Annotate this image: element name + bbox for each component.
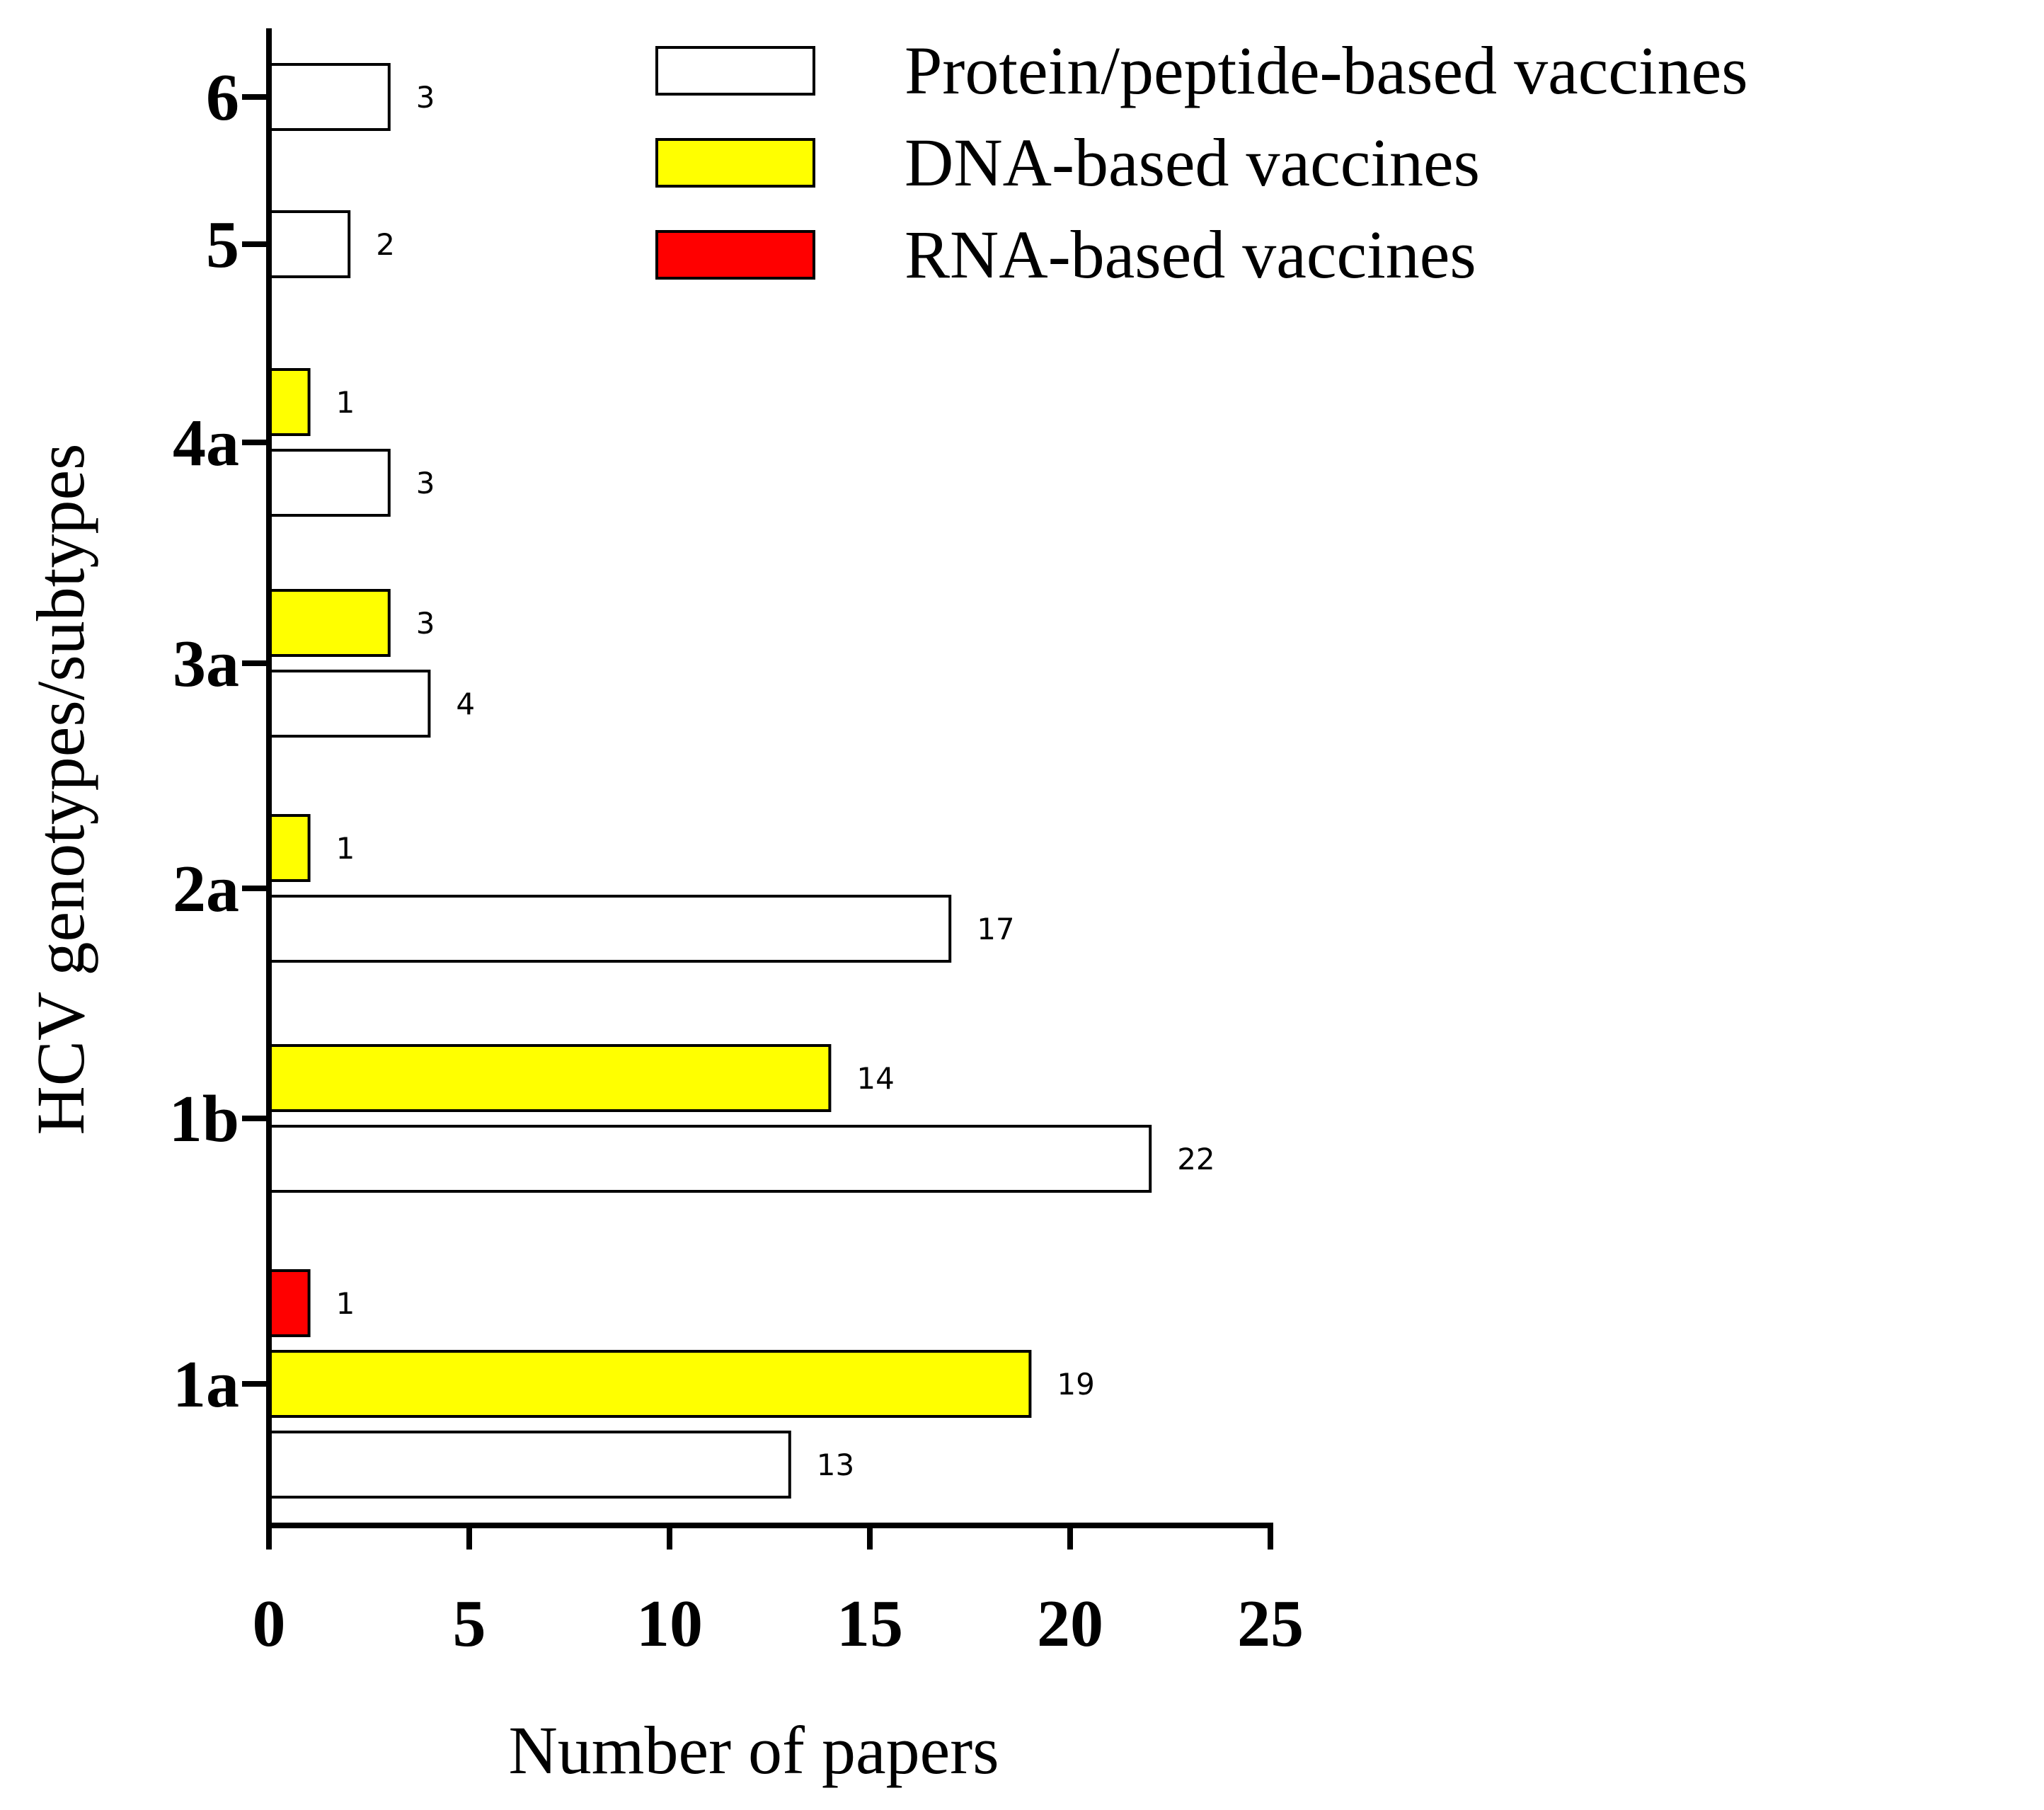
x-tick-label-25: 25: [1237, 1587, 1304, 1661]
data-label-1a-1: 19: [1057, 1367, 1094, 1402]
legend-swatch-2: [655, 230, 815, 280]
legend-label-0: Protein/peptide-based vaccines: [905, 33, 1748, 108]
x-tick-label-5: 5: [453, 1587, 486, 1661]
bar-5-protein-peptide-protein-peptide-based: [268, 210, 351, 278]
y-tick-label-1b: 1b: [169, 1082, 239, 1156]
data-label-2a-1: 1: [336, 831, 355, 866]
y-tick-label-1a: 1a: [173, 1348, 239, 1421]
bar-1b-dna-dna-based: [268, 1044, 832, 1112]
data-label-1b-1: 14: [856, 1061, 894, 1096]
legend-swatch-0: [655, 46, 815, 96]
data-label-2a-0: 17: [977, 912, 1014, 946]
x-axis-title: Number of papers: [508, 1712, 999, 1788]
legend-label-1: DNA-based vaccines: [905, 125, 1480, 200]
data-label-1a-2: 1: [336, 1286, 355, 1321]
data-label-1a-0: 13: [817, 1448, 854, 1482]
bar-2a-protein-peptide-protein-peptide-based: [268, 895, 952, 963]
bar-1b-protein-peptide-protein-peptide-based: [268, 1125, 1152, 1193]
bar-6-protein-peptide-protein-peptide-based: [268, 63, 391, 131]
bar-1a-rna-rna-based: [268, 1269, 311, 1337]
bar-1a-protein-peptide-protein-peptide-based: [268, 1431, 791, 1499]
y-tick-label-6: 6: [206, 61, 239, 134]
axes: 0 5 10 15 20 25 1a 1b 2a 3a 4a 5 6: [169, 28, 1304, 1661]
x-tick-label-10: 10: [636, 1587, 703, 1661]
x-tick-label-0: 0: [253, 1587, 286, 1661]
data-label-4a-0: 3: [416, 466, 435, 500]
legend-swatch-1: [655, 138, 815, 188]
y-tick-label-2a: 2a: [173, 852, 239, 926]
legend: Protein/peptide-based vaccines DNA-based …: [655, 33, 1748, 292]
bars: [268, 63, 1152, 1499]
data-label-5-0: 2: [376, 227, 395, 262]
data-label-1b-0: 22: [1177, 1142, 1215, 1176]
data-label-4a-1: 1: [336, 385, 355, 420]
data-label-3a-1: 3: [416, 606, 435, 641]
x-tick-label-15: 15: [837, 1587, 903, 1661]
bar-3a-dna-dna-based: [268, 589, 391, 657]
bar-2a-dna-dna-based: [268, 814, 311, 882]
data-label-3a-0: 4: [456, 687, 475, 721]
y-axis-title: HCV genotypes/subtypes: [23, 444, 98, 1135]
x-tick-label-20: 20: [1037, 1587, 1103, 1661]
bar-4a-dna-dna-based: [268, 368, 311, 436]
y-tick-label-5: 5: [206, 208, 239, 282]
bar-1a-dna-dna-based: [268, 1350, 1032, 1418]
y-tick-label-4a: 4a: [173, 406, 239, 480]
bar-4a-protein-peptide-protein-peptide-based: [268, 449, 391, 517]
bar-3a-protein-peptide-protein-peptide-based: [268, 670, 431, 738]
legend-label-2: RNA-based vaccines: [905, 217, 1476, 292]
y-tick-label-3a: 3a: [173, 627, 239, 701]
data-label-6-0: 3: [416, 80, 435, 115]
